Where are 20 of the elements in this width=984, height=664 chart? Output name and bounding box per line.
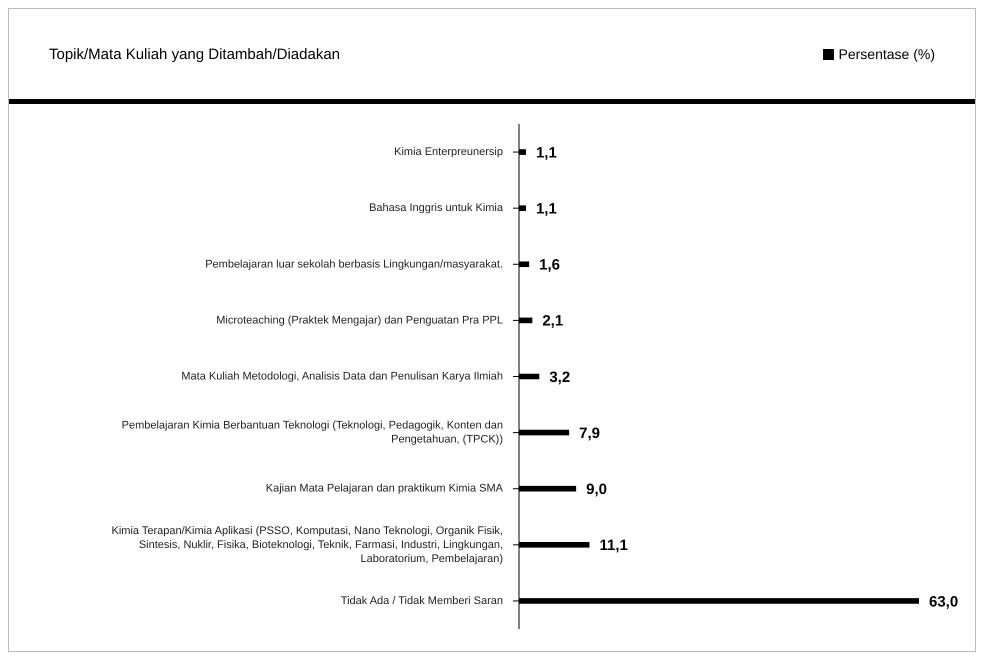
y-tick-label: Tidak Ada / Tidak Memberi Saran [340, 594, 503, 607]
data-label: 1,1 [536, 144, 557, 162]
data-label: 1,6 [539, 256, 560, 274]
legend-label: Persentase (%) [838, 46, 935, 62]
data-label: 2,1 [542, 312, 564, 330]
data-label: 1,1 [536, 200, 557, 218]
y-tick-label: Kajian Mata Pelajaran dan praktikum Kimia SMA [266, 482, 504, 495]
data-label: 3,2 [549, 368, 570, 386]
data-label: 11,1 [599, 537, 628, 554]
data-label: 7,9 [579, 424, 600, 442]
data-label: 9,0 [586, 481, 607, 498]
y-tick-label: Bahasa Inggris untuk Kimia [369, 202, 504, 214]
data-label: 63,0 [929, 593, 958, 610]
y-tick-label: Pembelajaran Kimia Berbantuan Teknologi (Teknologi, Pedagogik, Konten dan Pengetahuan, (TPCK)) [122, 420, 503, 446]
y-tick-label: Kimia Terapan/Kimia Aplikasi (PSSO, Komputasi, Nano Teknologi, Organik Fisik, Sintesis, Nuklir, Fisika, Bioteknologi, Teknik, Farmasi, Industri, Lingkungan, Laboratorium, Pembelajaran) [112, 524, 503, 565]
y-tick-label: Mata Kuliah Metodologi, Analisis Data dan Penulisan Karya Ilmiah [181, 370, 503, 382]
y-tick-label: Pembelajaran luar sekolah berbasis Lingkungan/masyarakat. [205, 258, 503, 270]
text: Topik/Mata Kuliah yang Ditambah/Diadakan [49, 46, 341, 62]
y-tick-label: Microteaching (Praktek Mengajar) dan Penguatan Pra PPL [216, 314, 503, 326]
y-tick-label: Kimia Enterpreunersip [394, 146, 503, 158]
